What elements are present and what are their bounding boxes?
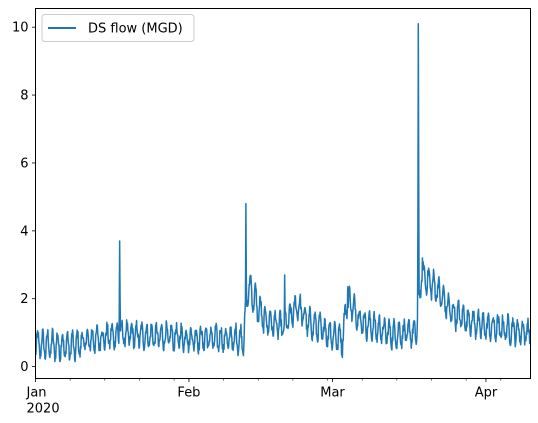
x-tick-label: Apr: [475, 386, 498, 401]
y-tick-label: 2: [20, 292, 28, 307]
y-axis: 0 2 4 6 8 10: [12, 21, 36, 375]
y-tick-label: 0: [20, 360, 28, 375]
legend-box: [41, 14, 195, 42]
y-tick-label: 10: [12, 21, 29, 36]
legend-label-ds-flow: DS flow (MGD): [88, 22, 183, 37]
x-tick-label: Jan: [26, 386, 47, 401]
plot-frame: [35, 8, 531, 379]
y-tick-label: 8: [20, 89, 28, 104]
legend: DS flow (MGD): [41, 14, 195, 42]
series-layer: [35, 23, 531, 363]
x-tick-year-label: 2020: [27, 402, 60, 417]
y-tick-label: 4: [20, 224, 28, 239]
y-tick-label: 6: [20, 156, 28, 171]
x-tick-label: Feb: [177, 386, 200, 401]
series-line-ds-flow: [35, 23, 531, 363]
x-tick-label: Mar: [320, 386, 345, 401]
